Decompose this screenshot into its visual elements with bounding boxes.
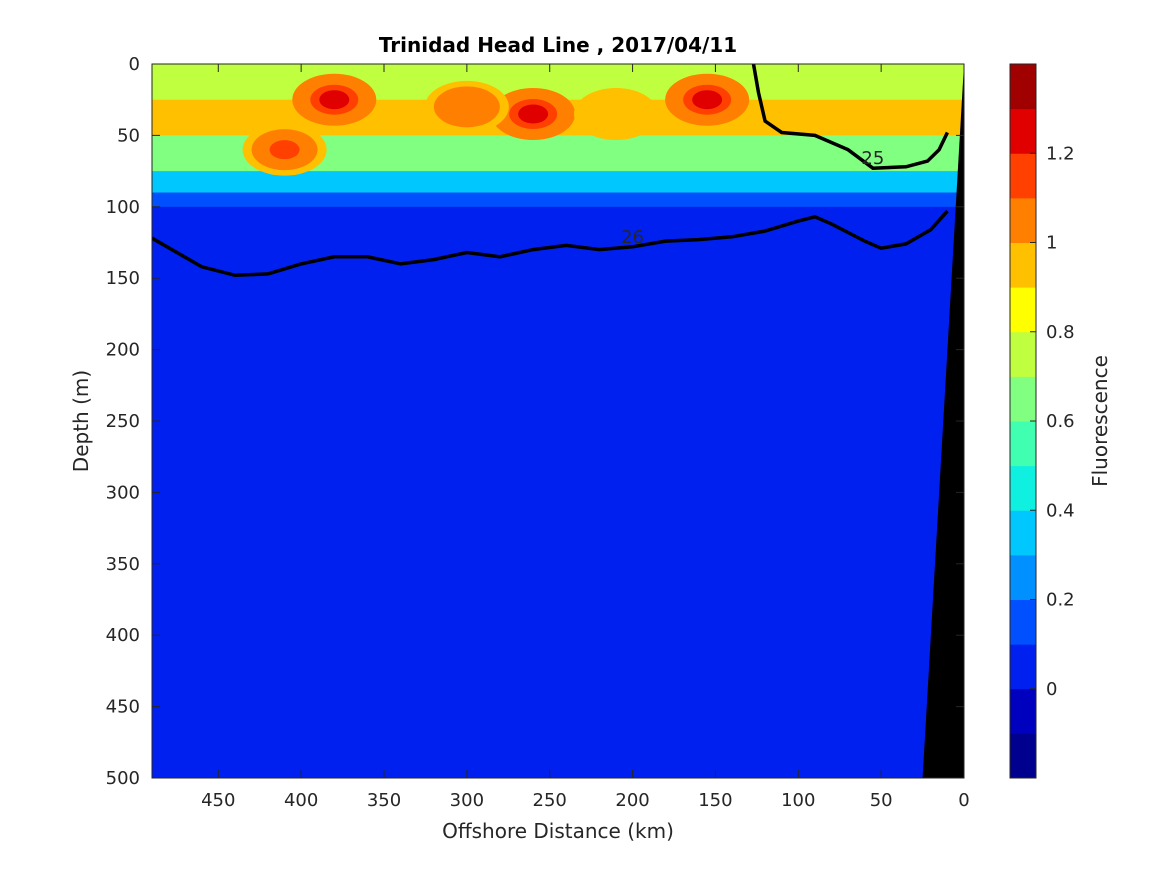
colorbar-swatch bbox=[1010, 331, 1036, 377]
colorbar-swatch bbox=[1010, 108, 1036, 154]
fluorescence-patch bbox=[269, 140, 300, 160]
x-axis-label: Offshore Distance (km) bbox=[442, 819, 674, 843]
y-axis: 0 50 100 150 200 250 300 350 400 450 500 bbox=[106, 54, 964, 789]
fluorescence-field bbox=[152, 64, 964, 778]
y-tick-label: 0 bbox=[129, 54, 140, 75]
x-tick-label: 400 bbox=[284, 790, 318, 811]
colorbar-swatch bbox=[1010, 510, 1036, 556]
colorbar-tick-label: 0.8 bbox=[1046, 322, 1075, 343]
colorbar-swatch bbox=[1010, 197, 1036, 243]
x-tick-label: 300 bbox=[450, 790, 484, 811]
contour-label: 25 bbox=[861, 148, 884, 169]
density-contours: 25 26 bbox=[152, 64, 949, 278]
colorbar-swatch bbox=[1010, 465, 1036, 511]
x-tick-label: 150 bbox=[698, 790, 732, 811]
colorbar-tick-label: 0.2 bbox=[1046, 590, 1075, 611]
fluorescence-patch bbox=[601, 104, 631, 124]
colorbar-swatch bbox=[1010, 242, 1036, 288]
field-band bbox=[152, 235, 964, 778]
colorbar-tick-label: 0.6 bbox=[1046, 411, 1075, 432]
x-tick-label: 450 bbox=[201, 790, 235, 811]
x-tick-label: 0 bbox=[958, 790, 969, 811]
seafloor-wedge bbox=[922, 64, 964, 778]
colorbar: 0 0.2 0.4 0.6 0.8 1 1.2 bbox=[1009, 63, 1075, 779]
field-band bbox=[152, 192, 964, 208]
contour-label: 26 bbox=[621, 227, 644, 248]
y-tick-label: 300 bbox=[106, 482, 140, 503]
y-tick-label: 500 bbox=[106, 768, 140, 789]
fluorescence-patch bbox=[319, 90, 350, 110]
y-tick-label: 150 bbox=[106, 268, 140, 289]
plot-area: 25 26 bbox=[151, 63, 965, 779]
colorbar-swatch bbox=[1010, 644, 1036, 690]
chart-title: Trinidad Head Line , 2017/04/11 bbox=[379, 33, 737, 57]
x-tick-label: 200 bbox=[615, 790, 649, 811]
density-contour bbox=[751, 64, 949, 170]
colorbar-label: Fluorescence bbox=[1088, 355, 1112, 487]
colorbar-swatch bbox=[1010, 153, 1036, 199]
y-tick-label: 200 bbox=[106, 340, 140, 361]
y-tick-label: 50 bbox=[117, 125, 140, 146]
colorbar-tick-label: 1 bbox=[1046, 233, 1057, 254]
field-band bbox=[152, 206, 964, 236]
y-tick-label: 350 bbox=[106, 554, 140, 575]
fluorescence-patches bbox=[242, 73, 750, 176]
colorbar-swatch bbox=[1010, 64, 1036, 110]
y-tick-label: 250 bbox=[106, 411, 140, 432]
y-tick-label: 400 bbox=[106, 625, 140, 646]
colorbar-swatch bbox=[1010, 376, 1036, 422]
colorbar-swatch bbox=[1010, 554, 1036, 600]
x-axis: 450 400 350 300 250 200 150 100 50 0 bbox=[201, 64, 970, 811]
fluorescence-patch bbox=[451, 97, 482, 117]
fluorescence-patch bbox=[518, 104, 549, 124]
density-contour bbox=[152, 209, 949, 278]
colorbar-swatch bbox=[1010, 421, 1036, 467]
fluorescence-patch bbox=[692, 90, 723, 110]
x-tick-label: 250 bbox=[533, 790, 567, 811]
x-tick-label: 100 bbox=[781, 790, 815, 811]
colorbar-tick-label: 0.4 bbox=[1046, 500, 1075, 521]
x-tick-label: 350 bbox=[367, 790, 401, 811]
x-tick-label: 50 bbox=[870, 790, 893, 811]
colorbar-tick-label: 1.2 bbox=[1046, 143, 1075, 164]
field-band bbox=[152, 171, 964, 194]
colorbar-swatch bbox=[1010, 688, 1036, 734]
colorbar-tick-label: 0 bbox=[1046, 679, 1057, 700]
colorbar-swatch bbox=[1010, 287, 1036, 333]
colorbar-swatch bbox=[1010, 733, 1036, 779]
y-axis-label: Depth (m) bbox=[69, 370, 93, 472]
y-tick-label: 450 bbox=[106, 697, 140, 718]
y-tick-label: 100 bbox=[106, 197, 140, 218]
colorbar-swatch bbox=[1010, 599, 1036, 645]
